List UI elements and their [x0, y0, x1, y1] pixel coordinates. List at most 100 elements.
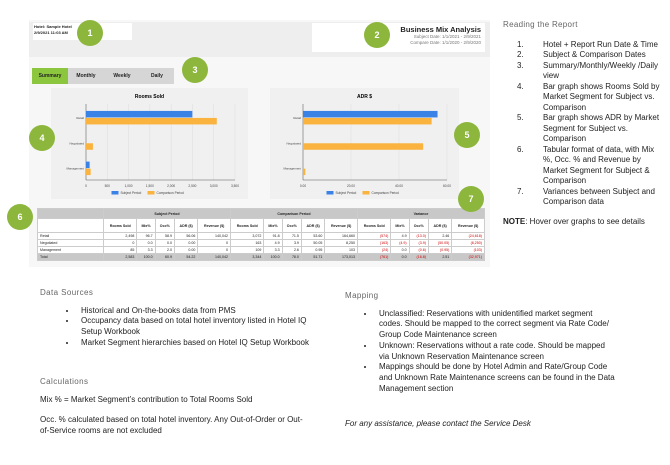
item-number: 7. [517, 186, 524, 196]
comparison-cell: 163 [229, 239, 265, 247]
column-header: Occ% [408, 218, 429, 233]
report-title-box: Business Mix Analysis Subject Date: 1/1/… [312, 23, 485, 52]
occ-definition: Occ. % calculated based on total hotel i… [40, 415, 303, 436]
mix-definition: Mix % = Market Segment’s contribution to… [40, 394, 253, 404]
reading-item: 5. Bar graph shows ADR by Market Segment … [503, 113, 665, 145]
variance-cell: (13.0) [408, 232, 429, 240]
tick-label: 40.00 [395, 184, 403, 188]
row-label[interactable]: Retail [37, 232, 104, 240]
variance-cell: (8,250) [451, 239, 485, 247]
column-header: Occ% [154, 218, 175, 233]
legend-label-subject: Subject Period [121, 191, 142, 195]
calculations-section: Calculations Mix % = Market Segment’s co… [40, 377, 310, 447]
reading-item: 6. Tabular format of data, with Mix %, Oc… [503, 145, 665, 187]
tick-label: 60.00 [443, 184, 451, 188]
list-item: Unknown: Reservations without a rate cod… [375, 341, 615, 362]
column-header: Revenue ($) [451, 218, 485, 233]
variance-cell: (0.95) [427, 246, 453, 254]
tick-label: 0 [85, 184, 87, 188]
subject-cell: 56.06 [173, 232, 199, 240]
list-item: Occupancy data based on total hotel inve… [77, 316, 320, 337]
subject-cell: 54.22 [173, 253, 199, 261]
variance-cell: (24,618) [451, 232, 485, 240]
tab-summary[interactable]: Summary [32, 68, 68, 84]
subject-cell: 0.00 [173, 239, 199, 247]
group-comparison: Comparison Period [229, 208, 358, 219]
list-item: Market Segment hierarchies based on Hote… [77, 338, 320, 349]
variance-cell: (574) [356, 232, 392, 240]
comparison-cell: 91.8 [263, 232, 283, 240]
bar-comparison [303, 143, 424, 150]
run-datetime: 2/9/2021 11:03 AM [34, 30, 68, 35]
subject-cell: 96.7 [136, 232, 156, 240]
tick-label: 1,000 [125, 184, 133, 188]
assistance-note: For any assistance, please contact the S… [345, 419, 531, 429]
variance-cell: 4.9 [390, 232, 410, 240]
reading-item: 3. Summary/Monthly/Weekly /Daily view [503, 61, 665, 82]
adr-chart[interactable]: ADR $ 0.00 20.00 40.00 60.00 Retail Negotiated… [270, 88, 459, 199]
variance-cell: (24) [356, 246, 392, 254]
variance-cell: 0.0 [390, 246, 410, 254]
category-label: Retail [76, 116, 84, 120]
comparison-cell: 100.0 [263, 253, 283, 261]
variance-cell: (32,971) [451, 253, 485, 261]
data-sources-list: Historical and On-the-books data from PM… [40, 306, 320, 349]
subject-cell: 140,042 [197, 253, 231, 261]
legend-label-subject: Subject Period [336, 191, 357, 195]
tick-label: 3,000 [210, 184, 218, 188]
variance-cell: (103) [451, 246, 485, 254]
variance-cell: 2.46 [427, 232, 453, 240]
comparison-cell: 3.3 [263, 246, 283, 254]
subject-cell: 0 [197, 246, 231, 254]
column-header: Revenue ($) [197, 218, 231, 233]
callout-3: 3 [182, 57, 208, 83]
data-sources-section: Data Sources Historical and On-the-books… [40, 288, 320, 349]
subject-cell: 0.0 [154, 239, 175, 247]
bar-subject [86, 110, 193, 118]
comparison-cell: 173,013 [324, 253, 358, 261]
subject-cell: 2,498 [102, 232, 138, 240]
column-header: ADR ($) [427, 218, 453, 233]
column-header: Mix% [136, 218, 156, 233]
callout-1: 1 [77, 20, 103, 46]
legend-swatch-subject [111, 191, 119, 195]
row-label[interactable]: Negotiated [37, 239, 104, 247]
rooms-sold-chart[interactable]: Rooms Sold 0 500 1,000 1,500 2,000 2,500 3,000 3… [51, 88, 248, 199]
tab-daily[interactable]: Daily [151, 73, 163, 79]
item-text: Bar graph shows Rooms Sold by Market Seg… [543, 81, 660, 112]
list-item: Historical and On-the-books data from PM… [77, 306, 320, 317]
comparison-cell: 0.95 [300, 246, 326, 254]
tick-label: 1,500 [146, 184, 154, 188]
reading-item: 4. Bar graph shows Rooms Sold by Market S… [503, 82, 665, 114]
subject-cell: 58.9 [154, 232, 175, 240]
business-mix-table: Subject Period Comparison Period Variance … [37, 208, 486, 261]
callout-6: 6 [7, 204, 33, 230]
column-header: ADR ($) [173, 218, 199, 233]
item-text: Bar graph shows ADR by Market Segment fo… [543, 113, 660, 143]
item-text: Hotel + Report Run Date & Time [543, 39, 658, 49]
subject-cell: 0.00 [173, 246, 199, 254]
variance-cell: (4.9) [390, 239, 410, 247]
row-label[interactable]: Management [37, 246, 104, 254]
tick-label: 2,500 [188, 184, 196, 188]
reading-item: 7. Variances between Subject and Comparis… [503, 187, 665, 208]
item-number: 1. [517, 39, 524, 49]
subject-cell: 2.0 [154, 246, 175, 254]
list-item: Mappings should be done by Hotel Admin a… [375, 362, 615, 394]
group-subject: Subject Period [103, 208, 231, 219]
variance-cell: 0.0 [390, 253, 410, 261]
tab-monthly[interactable]: Monthly [76, 73, 96, 79]
variance-cell: 2.51 [427, 253, 453, 261]
reading-title: Reading the Report [503, 20, 578, 29]
tab-weekly[interactable]: Weekly [113, 73, 131, 79]
comparison-cell: 71.5 [281, 232, 302, 240]
reading-list: 1. Hotel + Report Run Date & Time 2. Subjec… [503, 40, 665, 208]
category-label: Retail [293, 116, 301, 120]
tick-label: 0.00 [300, 184, 306, 188]
compare-date: Compare Date: 1/1/2020 - 2/9/2020 [410, 39, 481, 45]
tick-label: 20.00 [347, 184, 355, 188]
item-number: 6. [517, 144, 524, 154]
tick-label: 2,000 [167, 184, 175, 188]
subject-cell: 85 [102, 246, 138, 254]
variance-cell: (16.8) [408, 253, 429, 261]
